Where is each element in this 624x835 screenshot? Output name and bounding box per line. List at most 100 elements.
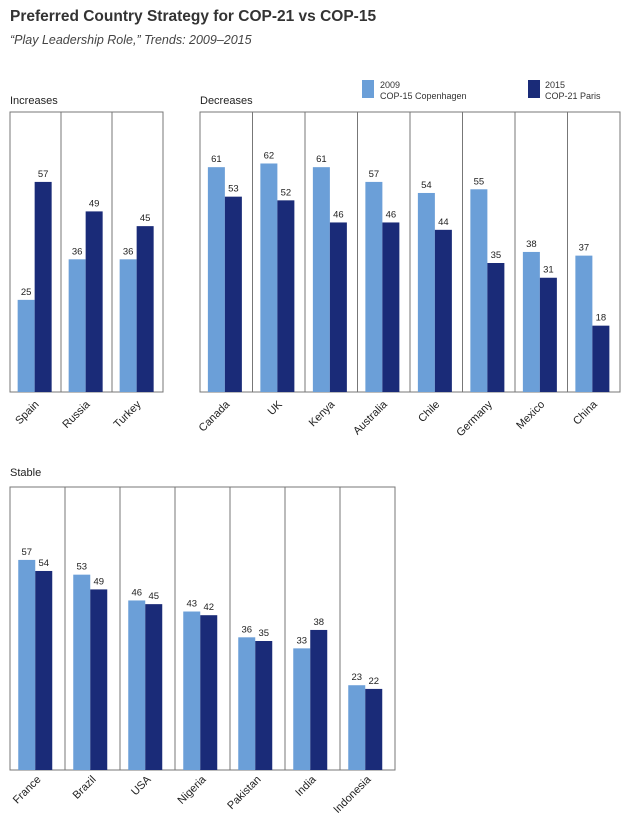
- category-label: Spain: [13, 399, 41, 427]
- bar-2015-france: [35, 570, 53, 770]
- data-label: 57: [369, 169, 380, 180]
- bar-2015-china: [592, 325, 610, 392]
- bar-2015-kenya: [329, 222, 347, 392]
- data-label: 52: [281, 187, 292, 198]
- category-label: USA: [129, 773, 154, 798]
- bar-2009-chile: [417, 192, 435, 392]
- data-label: 36: [123, 246, 134, 257]
- category-label: Kenya: [307, 398, 338, 429]
- data-label: 35: [258, 628, 269, 639]
- bar-2015-uk: [277, 200, 295, 392]
- legend: 2009 COP-15 Copenhagen 2015 COP-21 Paris: [362, 80, 601, 101]
- category-label: Russia: [60, 398, 93, 431]
- chart-title: Preferred Country Strategy for COP-21 vs…: [10, 8, 377, 25]
- data-label: 62: [264, 150, 275, 161]
- category-label: Nigeria: [175, 773, 209, 807]
- bar-2009-brazil: [73, 574, 91, 770]
- data-label: 49: [89, 198, 100, 209]
- bar-2009-kenya: [312, 167, 330, 392]
- legend-label-2015: COP-21 Paris: [545, 91, 601, 101]
- bar-2015-germany: [487, 263, 505, 392]
- bar-2009-nigeria: [183, 611, 201, 770]
- bar-2015-nigeria: [200, 615, 218, 770]
- bar-2015-brazil: [90, 589, 108, 770]
- legend-year-2015: 2015: [545, 80, 565, 90]
- bar-2015-india: [310, 629, 328, 770]
- data-label: 46: [386, 209, 397, 220]
- data-label: 57: [21, 547, 32, 558]
- bar-2009-indonesia: [348, 685, 366, 770]
- bar-2009-usa: [128, 600, 146, 770]
- bar-2009-australia: [365, 181, 383, 392]
- category-label: Australia: [351, 398, 390, 437]
- panel-title: Increases: [10, 95, 58, 107]
- bar-2009-canada: [207, 167, 225, 392]
- bar-2015-turkey: [136, 226, 154, 392]
- data-label: 37: [579, 243, 590, 254]
- bar-2009-mexico: [522, 251, 540, 392]
- data-label: 25: [21, 287, 32, 298]
- bar-2009-turkey: [119, 259, 137, 392]
- bar-2015-australia: [382, 222, 400, 392]
- data-label: 54: [38, 558, 49, 569]
- data-label: 38: [313, 617, 324, 628]
- data-label: 23: [351, 672, 362, 683]
- bar-2009-france: [18, 559, 36, 770]
- data-label: 18: [596, 313, 607, 324]
- panel-title: Stable: [10, 467, 41, 479]
- bar-2015-russia: [85, 211, 103, 392]
- bar-2009-india: [293, 648, 311, 770]
- panel-increases: Increases 25 57 Spain 36 49 Russia 36 45 Turkey: [9, 95, 164, 431]
- panel-stable: Stable 57 54 France 53 49 Brazil 46 45 USA 43 42 Nig…: [9, 467, 396, 816]
- data-label: 61: [211, 154, 222, 165]
- data-label: 31: [543, 265, 554, 276]
- panel-title: Decreases: [200, 95, 253, 107]
- data-label: 53: [76, 562, 87, 573]
- data-label: 46: [131, 587, 142, 598]
- bar-2015-spain: [34, 181, 52, 392]
- bar-2009-germany: [470, 189, 488, 392]
- legend-swatch-2015: [528, 80, 540, 98]
- bar-2015-indonesia: [365, 688, 383, 770]
- data-label: 61: [316, 154, 327, 165]
- category-label: China: [571, 398, 600, 427]
- category-label: Turkey: [112, 398, 144, 430]
- data-label: 36: [72, 246, 83, 257]
- data-label: 53: [228, 184, 239, 195]
- chart-subtitle: “Play Leadership Role,” Trends: 2009–201…: [10, 33, 252, 47]
- panel-decreases: Decreases 61 53 Canada 62 52 UK 61 46 Kenya 57 46 Au…: [197, 95, 621, 439]
- chart-panels: Increases 25 57 Spain 36 49 Russia 36 45 Turkey De…: [9, 95, 621, 816]
- data-label: 45: [140, 213, 151, 224]
- bar-2009-uk: [260, 163, 278, 392]
- data-label: 49: [93, 576, 104, 587]
- data-label: 55: [474, 176, 485, 187]
- data-label: 36: [241, 624, 252, 635]
- data-label: 46: [333, 209, 344, 220]
- legend-swatch-2009: [362, 80, 374, 98]
- category-label: Indonesia: [331, 773, 374, 816]
- category-label: Pakistan: [225, 774, 263, 812]
- bar-2015-chile: [434, 229, 452, 392]
- bar-2015-pakistan: [255, 641, 273, 770]
- bar-2009-russia: [68, 259, 86, 392]
- data-label: 54: [421, 180, 432, 191]
- legend-label-2009: COP-15 Copenhagen: [380, 91, 467, 101]
- bar-2015-canada: [224, 196, 242, 392]
- category-label: Canada: [197, 398, 233, 434]
- category-label: France: [11, 774, 44, 807]
- bar-2009-spain: [17, 299, 35, 392]
- category-label: Chile: [416, 399, 442, 425]
- category-label: Mexico: [514, 399, 547, 432]
- data-label: 33: [296, 635, 307, 646]
- data-label: 38: [526, 239, 537, 250]
- bar-2015-mexico: [539, 277, 557, 392]
- category-label: Germany: [454, 398, 495, 439]
- data-label: 42: [203, 602, 214, 613]
- data-label: 57: [38, 169, 49, 180]
- legend-year-2009: 2009: [380, 80, 400, 90]
- data-label: 35: [491, 250, 502, 261]
- category-label: UK: [266, 398, 286, 418]
- bar-2009-pakistan: [238, 637, 256, 770]
- bar-2009-china: [575, 255, 593, 392]
